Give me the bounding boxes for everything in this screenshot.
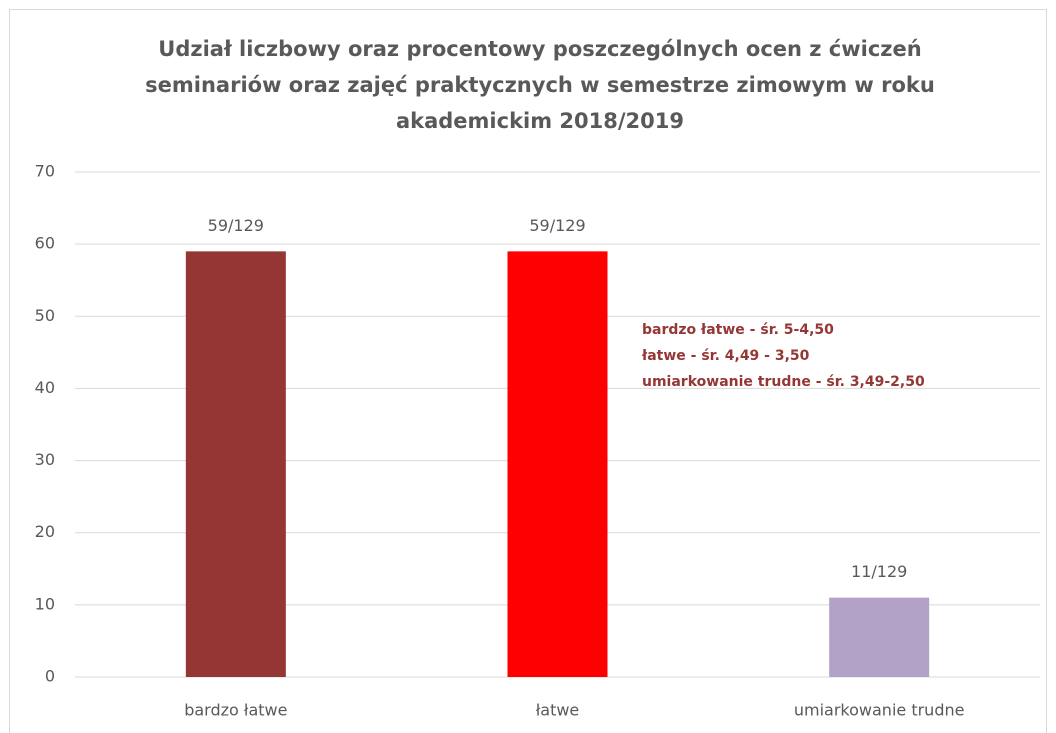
x-tick-label: łatwe [536,701,580,720]
annotation: łatwe - śr. 4,49 - 3,50 [641,348,810,364]
data-label: 11/129 [851,562,907,581]
annotation: umiarkowanie trudne - śr. 3,49-2,50 [642,374,925,390]
chart-title: Udział liczbowy oraz procentowy poszczeg… [158,37,921,61]
y-tick-label: 0 [45,667,55,686]
data-label: 59/129 [529,216,585,235]
y-tick-label: 20 [35,522,55,541]
x-tick-label: umiarkowanie trudne [794,701,965,720]
bar [829,597,930,677]
y-tick-label: 10 [35,594,55,613]
annotation: bardzo łatwe - śr. 5-4,50 [642,322,834,338]
x-tick-label: bardzo łatwe [184,701,287,720]
bar [507,251,608,677]
bar [185,251,286,677]
chart-title: seminariów oraz zajęć praktycznych w sem… [145,73,935,97]
data-label: 59/129 [208,216,264,235]
y-tick-label: 60 [35,234,55,253]
y-tick-label: 50 [35,306,55,325]
y-tick-label: 40 [35,378,55,397]
y-tick-label: 70 [35,162,55,181]
chart-title: akademickim 2018/2019 [396,109,684,133]
y-tick-label: 30 [35,450,55,469]
